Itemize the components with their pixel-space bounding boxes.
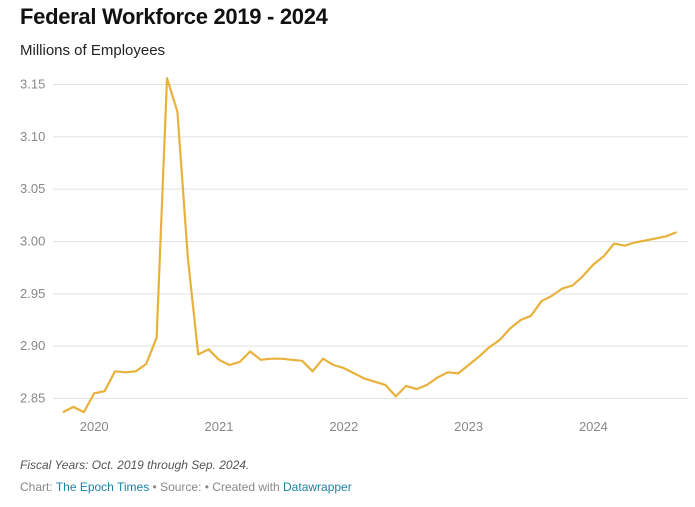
source-label: • Source:: [152, 480, 202, 494]
author-link[interactable]: The Epoch Times: [55, 480, 150, 494]
x-tick-label: 2020: [80, 419, 109, 434]
chart-title: Federal Workforce 2019 - 2024: [20, 4, 328, 29]
x-tick-label: 2024: [579, 419, 608, 434]
x-tick-label: 2023: [454, 419, 483, 434]
datawrapper-link[interactable]: Datawrapper: [283, 480, 352, 494]
chart-byline: Chart: The Epoch Times • Source: • Creat…: [20, 480, 352, 494]
chart-notes: Fiscal Years: Oct. 2019 through Sep. 202…: [20, 458, 250, 472]
y-tick-label: 2.90: [20, 338, 45, 353]
x-tick-label: 2021: [205, 419, 234, 434]
y-tick-label: 3.15: [20, 77, 45, 92]
x-tick-label: 2022: [329, 419, 358, 434]
line-chart: 2.85 2.90 2.95 3.00 3.05 3.10 3.15 2020 2021 2022…: [20, 77, 688, 434]
y-tick-label: 3.10: [20, 129, 45, 144]
chart-label: Chart:: [20, 480, 53, 494]
y-tick-label: 2.95: [20, 286, 45, 301]
y-tick-label: 2.85: [20, 391, 45, 406]
chart-subtitle: Millions of Employees: [20, 42, 166, 59]
created-label: • Created with: [204, 480, 280, 494]
series-line: [62, 77, 678, 414]
y-tick-label: 3.00: [20, 234, 45, 249]
y-tick-label: 3.05: [20, 181, 45, 196]
